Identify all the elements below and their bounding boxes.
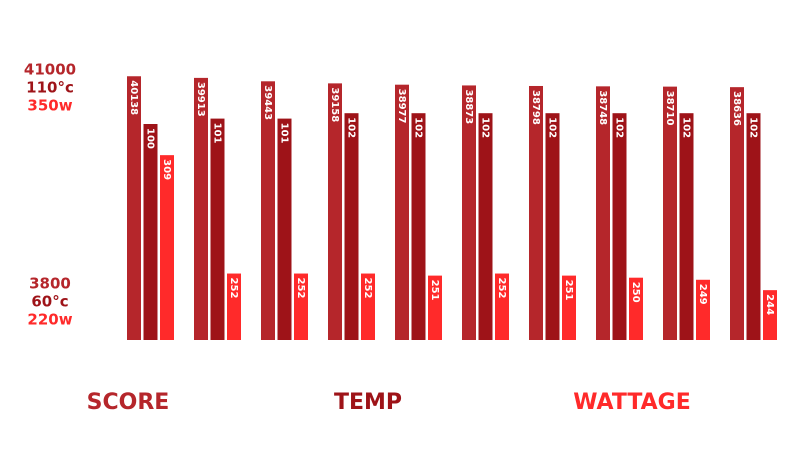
bar	[730, 87, 744, 340]
bar	[395, 84, 409, 340]
bar	[210, 118, 225, 340]
bar-value-label: 251	[563, 280, 574, 301]
bar-value-label: 38636	[731, 91, 742, 126]
bar-value-label: 251	[429, 280, 440, 301]
bar-value-label: 252	[362, 278, 373, 299]
bar	[227, 273, 241, 340]
bar	[663, 86, 677, 340]
bar	[294, 273, 308, 340]
y-tick-label: 350w	[27, 97, 72, 115]
bar-value-label: 102	[547, 117, 558, 138]
bar	[261, 81, 275, 340]
bar-value-label: 249	[697, 284, 708, 305]
bar	[127, 76, 141, 340]
bar	[746, 113, 761, 340]
legend-label: WATTAGE	[573, 390, 691, 415]
y-tick-label: 220w	[27, 311, 72, 329]
bar-value-label: 40138	[128, 80, 139, 115]
y-tick-label: 41000	[24, 61, 76, 79]
bar	[361, 273, 375, 340]
bar	[545, 113, 560, 340]
bar-value-label: 38710	[664, 91, 675, 126]
bar-value-label: 102	[480, 117, 491, 138]
bar-value-label: 39158	[329, 87, 340, 122]
bar	[596, 86, 610, 341]
y-tick-label: 110°c	[26, 79, 74, 97]
bar-value-label: 100	[145, 128, 156, 149]
bar-value-label: 102	[681, 117, 692, 138]
bar	[495, 273, 509, 340]
bar-value-label: 102	[614, 117, 625, 138]
bar-value-label: 252	[496, 278, 507, 299]
bar-value-label: 101	[279, 123, 290, 144]
y-tick-label: 3800	[29, 275, 71, 293]
bar-value-label: 102	[748, 117, 759, 138]
legend-label: TEMP	[334, 390, 402, 415]
bar	[411, 113, 426, 340]
y-tick-label: 60°c	[31, 293, 68, 311]
bar	[344, 113, 359, 340]
bar-value-label: 39443	[262, 85, 273, 120]
bar-value-label: 244	[764, 294, 775, 315]
bar	[629, 277, 643, 340]
bar	[478, 113, 493, 340]
bar-value-label: 252	[295, 278, 306, 299]
bar-value-label: 102	[346, 117, 357, 138]
bar-value-label: 38977	[396, 89, 407, 124]
bar-value-label: 101	[212, 123, 223, 144]
bar-value-label: 250	[630, 282, 641, 303]
legend-label: SCORE	[87, 390, 170, 415]
bar	[679, 113, 694, 340]
bar-value-label: 102	[413, 117, 424, 138]
bar	[194, 77, 208, 340]
bar	[529, 85, 543, 340]
bar	[143, 124, 158, 340]
bar	[428, 275, 442, 340]
bar	[462, 85, 476, 341]
bar-value-label: 38798	[530, 90, 541, 125]
bar	[612, 113, 627, 340]
bar	[328, 83, 342, 340]
bar-value-label: 309	[161, 159, 172, 180]
bar-value-label: 38748	[597, 90, 608, 125]
bar	[696, 279, 710, 340]
bar	[160, 155, 174, 340]
bar	[562, 275, 576, 340]
bar	[277, 118, 292, 340]
bar	[763, 290, 777, 340]
bar-value-label: 39913	[195, 82, 206, 117]
bar-value-label: 252	[228, 278, 239, 299]
bar-value-label: 38873	[463, 89, 474, 124]
